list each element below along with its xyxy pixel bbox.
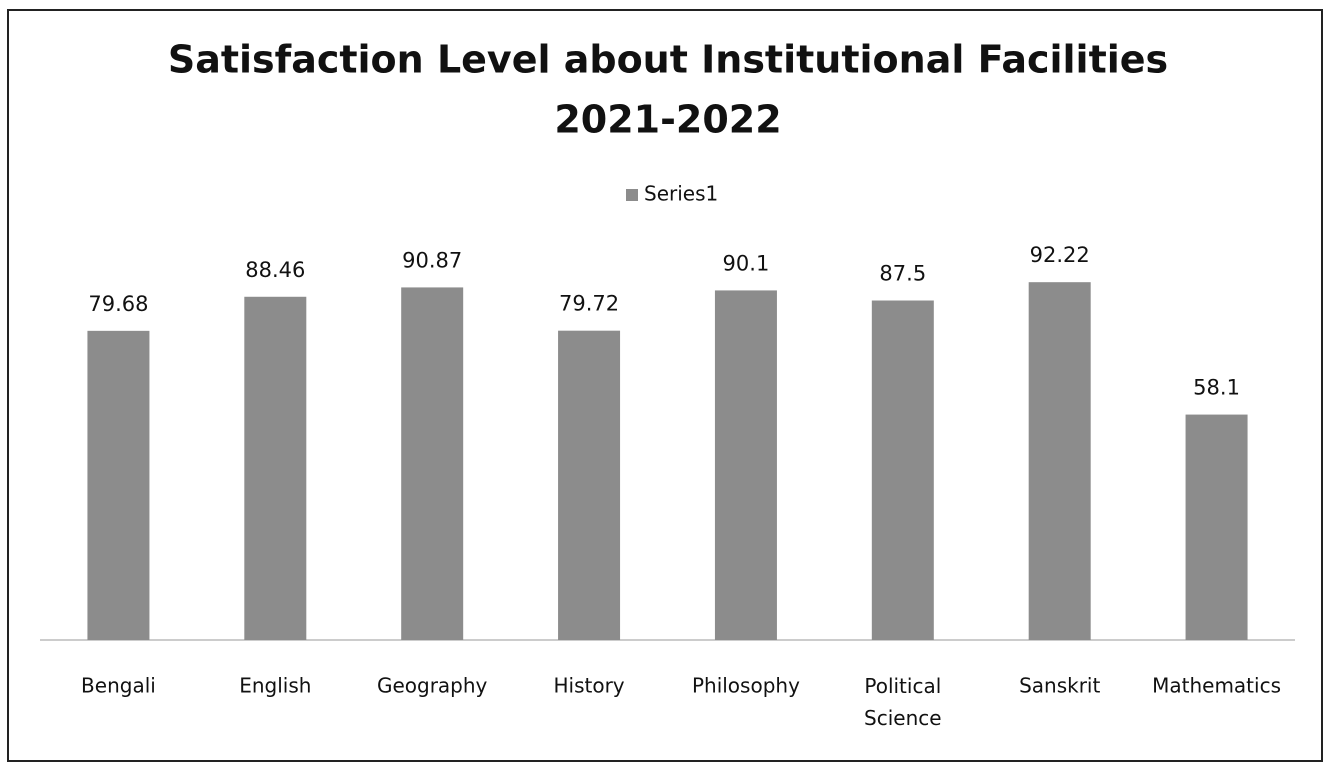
data-label: 88.46 [245, 258, 305, 282]
data-label: 90.1 [723, 251, 770, 275]
bar [558, 330, 621, 640]
x-tick-label: Geography [377, 674, 488, 698]
chart-title: Satisfaction Level about Institutional F… [168, 38, 1168, 82]
bar [401, 287, 464, 640]
x-tick-label: Philosophy [692, 674, 800, 698]
data-label: 79.68 [88, 292, 148, 316]
bar [1185, 414, 1248, 640]
bar [871, 300, 934, 640]
data-label: 92.22 [1030, 243, 1090, 267]
bar [1028, 282, 1091, 640]
data-label: 79.72 [559, 292, 619, 316]
chart-frame [7, 9, 1323, 762]
bar [714, 290, 777, 640]
x-tick-label: Sanskrit [1019, 674, 1100, 698]
chart-title: 2021-2022 [554, 98, 781, 142]
legend-label: Series1 [644, 182, 718, 206]
data-label: 90.87 [402, 248, 462, 272]
x-tick-label: History [553, 674, 624, 698]
x-tick-label: Mathematics [1152, 674, 1281, 698]
x-tick-label: Political Science [864, 674, 942, 730]
legend-swatch [626, 189, 638, 201]
bar [87, 330, 150, 640]
x-tick-label: English [239, 674, 311, 698]
x-tick-label: Bengali [81, 674, 156, 698]
data-label: 87.5 [879, 262, 926, 286]
data-label: 58.1 [1193, 376, 1240, 400]
bar [244, 296, 307, 640]
